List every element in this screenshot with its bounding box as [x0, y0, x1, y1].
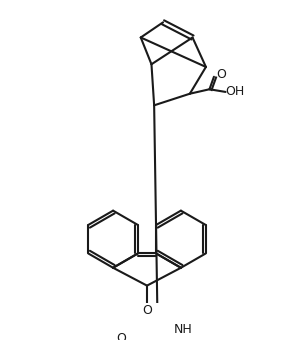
Text: NH: NH	[173, 323, 192, 336]
Text: O: O	[216, 68, 226, 82]
Text: O: O	[116, 332, 126, 340]
Text: OH: OH	[225, 85, 244, 99]
Text: O: O	[142, 304, 152, 317]
